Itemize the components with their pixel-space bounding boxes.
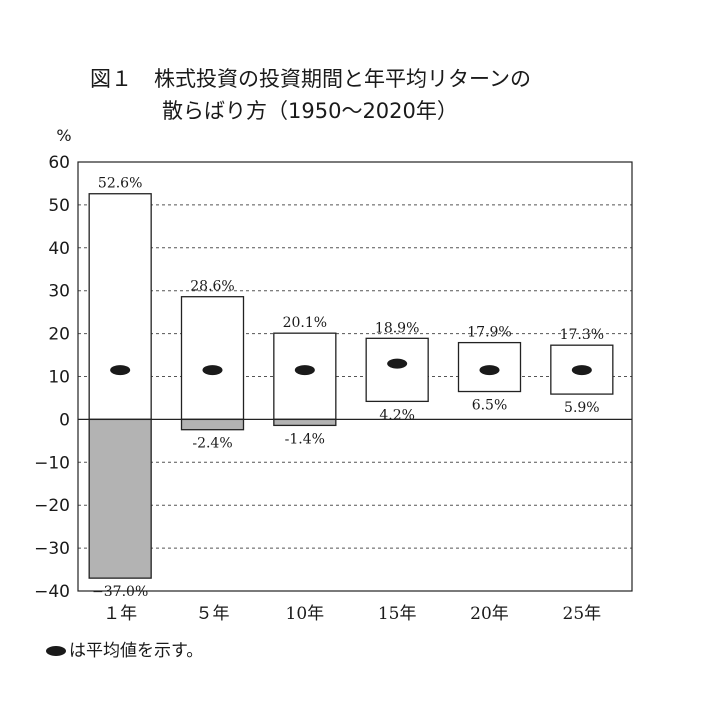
- plot-frame: [77, 161, 633, 592]
- max-value-label: 52.6%: [98, 176, 142, 192]
- legend-note: は平均値を示す。: [46, 636, 203, 661]
- y-tick-label: 40: [48, 239, 70, 259]
- mean-marker: [571, 365, 592, 376]
- legend-note-text: は平均値を示す。: [69, 641, 204, 661]
- range-bar-negative: [273, 418, 337, 427]
- y-tick-label: 10: [48, 368, 70, 388]
- y-tick-label: 60: [48, 153, 70, 173]
- min-value-label: 5.9%: [564, 400, 600, 416]
- y-tick-label: 30: [48, 282, 70, 302]
- range-bar-negative: [88, 418, 152, 579]
- max-value-label: 18.9%: [375, 320, 419, 336]
- min-value-label: -2.4%: [192, 436, 232, 452]
- y-tick-label: −40: [34, 582, 70, 602]
- y-unit-label: %: [56, 126, 71, 145]
- min-value-label: 4.2%: [379, 407, 415, 423]
- range-bar-positive: [88, 193, 152, 421]
- mean-marker: [479, 365, 500, 376]
- x-category-label: 25年: [563, 604, 602, 624]
- mean-marker-legend-icon: [46, 646, 66, 656]
- x-category-label: 20年: [470, 604, 509, 624]
- x-category-label: ５年: [196, 604, 230, 624]
- max-value-label: 28.6%: [190, 279, 234, 295]
- y-tick-label: 20: [48, 325, 70, 345]
- figure-label: 図１: [90, 67, 132, 91]
- y-tick-label: −30: [34, 539, 70, 559]
- x-category-label: 10年: [286, 604, 325, 624]
- min-value-label: -1.4%: [285, 431, 325, 447]
- min-value-label: −37.0%: [92, 584, 148, 600]
- y-tick-label: 50: [48, 196, 70, 216]
- x-category-label: 15年: [378, 604, 417, 624]
- title-text-1: 株式投資の投資期間と年平均リターンの: [154, 67, 531, 91]
- y-tick-label: −20: [34, 496, 70, 516]
- chart-title-line1: 図１ 株式投資の投資期間と年平均リターンの: [90, 66, 531, 92]
- range-bar-positive: [365, 337, 429, 403]
- range-bar-positive: [273, 332, 337, 421]
- mean-marker: [387, 358, 408, 369]
- max-value-label: 20.1%: [283, 315, 327, 331]
- mean-marker: [110, 365, 131, 376]
- mean-marker: [294, 365, 315, 376]
- max-value-label: 17.9%: [467, 325, 511, 341]
- max-value-label: 17.3%: [560, 327, 604, 343]
- range-bar-positive: [180, 296, 245, 421]
- mean-marker: [202, 365, 223, 376]
- y-tick-label: −10: [34, 453, 70, 473]
- min-value-label: 6.5%: [472, 398, 508, 414]
- x-category-label: １年: [103, 604, 137, 624]
- range-bar-negative: [180, 418, 245, 431]
- chart-title-line2: 散らばり方（1950～2020年）: [162, 99, 458, 123]
- y-tick-label: 0: [59, 410, 70, 430]
